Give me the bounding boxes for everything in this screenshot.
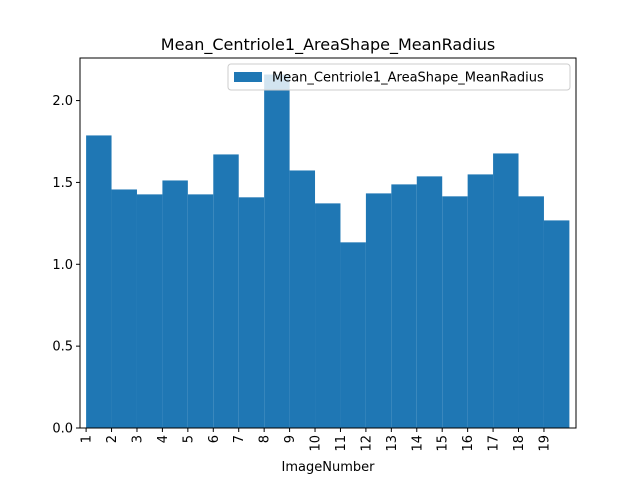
bar — [416, 176, 443, 428]
bar — [315, 203, 341, 428]
bar — [493, 153, 519, 428]
y-tick-label: 2.0 — [52, 94, 73, 109]
x-tick-label: 16 — [461, 435, 476, 452]
legend-box — [227, 63, 571, 91]
bar — [136, 194, 163, 428]
x-tick-label: 2 — [105, 435, 120, 443]
bar — [442, 196, 468, 428]
bar — [543, 220, 570, 428]
bar — [264, 74, 290, 428]
x-tick-label: 14 — [410, 435, 425, 452]
x-tick-label: 8 — [258, 435, 273, 443]
x-tick-label: 10 — [309, 435, 324, 452]
bar — [289, 170, 316, 428]
x-tick-label: 15 — [436, 435, 451, 452]
bar — [187, 194, 214, 428]
x-tick-label: 7 — [232, 435, 247, 443]
plot-frame — [79, 57, 577, 429]
bar — [111, 189, 137, 428]
bar — [213, 154, 239, 428]
x-tick-label: 19 — [537, 435, 552, 452]
x-tick-label: 4 — [156, 435, 171, 443]
x-tick-label: 17 — [487, 435, 502, 452]
legend-label: Mean_Centriole1_AreaShape_MeanRadius — [272, 71, 544, 86]
x-tick-label: 9 — [283, 435, 298, 443]
bar — [238, 197, 265, 428]
x-tick-label: 18 — [512, 435, 527, 452]
y-tick-label: 0.5 — [52, 340, 73, 355]
bar — [365, 193, 392, 428]
x-tick-label: 11 — [334, 435, 349, 452]
x-tick-label: 3 — [130, 435, 145, 443]
bar — [340, 242, 366, 428]
bar — [162, 180, 188, 428]
y-tick-label: 1.0 — [52, 258, 73, 273]
y-tick-label: 1.5 — [52, 176, 73, 191]
x-tick-label: 1 — [80, 435, 95, 443]
x-tick-label: 6 — [207, 435, 222, 443]
bar — [518, 196, 544, 428]
legend-swatch — [234, 72, 262, 82]
x-tick-label: 12 — [359, 435, 374, 452]
x-axis-label: ImageNumber — [282, 460, 376, 475]
x-tick-label: 13 — [385, 435, 400, 452]
bar — [467, 174, 494, 428]
bar — [86, 135, 112, 428]
chart-title: Mean_Centriole1_AreaShape_MeanRadius — [161, 35, 495, 55]
x-tick-label: 5 — [181, 435, 196, 443]
bar — [391, 184, 417, 428]
y-tick-label: 0.0 — [52, 422, 73, 437]
